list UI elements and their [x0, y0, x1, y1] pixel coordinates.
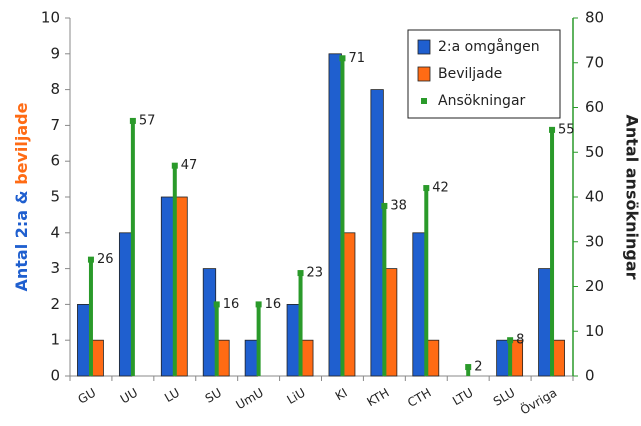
- stem-marker: [507, 337, 514, 344]
- data-label: 8: [516, 333, 524, 348]
- x-tick-label: CTH: [405, 386, 433, 410]
- y-tick-label: 9: [50, 44, 60, 62]
- data-label: 38: [390, 198, 407, 213]
- bar: [202, 268, 217, 377]
- stem-marker: [549, 126, 556, 133]
- stem-marker: [255, 301, 262, 308]
- y-tick-label: 3: [50, 259, 60, 277]
- legend-swatch: [421, 98, 427, 104]
- y2-tick-label: 20: [585, 277, 604, 295]
- y2-tick-label: 50: [585, 143, 604, 161]
- y-label-part: Antal 2:a &: [12, 190, 31, 291]
- y-tick-label: 1: [50, 331, 60, 349]
- stem-marker: [129, 117, 136, 124]
- data-label: 55: [558, 122, 575, 137]
- stem-marker: [297, 270, 304, 277]
- data-label: 71: [348, 51, 365, 66]
- legend-box: [407, 29, 561, 119]
- legend-label: Beviljade: [438, 66, 502, 82]
- y-tick-label: 0: [50, 367, 60, 385]
- data-label: 2: [474, 360, 482, 375]
- stem-marker: [423, 185, 430, 192]
- y-axis-label: Antal 2:a & beviljade: [12, 102, 31, 291]
- bar: [328, 53, 342, 377]
- y-label-part: beviljade: [12, 102, 31, 184]
- x-tick-label: SLU: [491, 386, 517, 409]
- bar: [496, 339, 510, 377]
- x-tick-label: UU: [118, 386, 140, 407]
- y2-tick-label: 40: [585, 188, 604, 206]
- bar: [286, 303, 300, 377]
- bar: [118, 232, 133, 377]
- x-tick-label: KI: [333, 386, 350, 404]
- legend-label: 2:a omgången: [438, 38, 540, 55]
- legend-swatch: [417, 66, 431, 82]
- stem-marker: [171, 162, 178, 169]
- legend-swatch: [417, 39, 431, 55]
- x-tick-label: KTH: [364, 386, 391, 410]
- stem-marker: [465, 364, 472, 371]
- x-tick-label: LU: [162, 386, 182, 406]
- y2-tick-label: 80: [585, 9, 604, 27]
- y-tick-label: 5: [50, 188, 60, 206]
- x-tick-label: LiU: [284, 386, 307, 408]
- x-tick-label: GU: [76, 386, 99, 407]
- y-tick-label: 8: [50, 80, 60, 98]
- data-label: 23: [307, 266, 324, 281]
- y2-tick-label: 30: [585, 232, 604, 250]
- data-label: 47: [181, 158, 198, 173]
- data-label: 57: [139, 113, 156, 128]
- y-tick-label: 4: [50, 223, 60, 241]
- legend-label: Ansökningar: [438, 93, 526, 109]
- y-tick-label: 7: [50, 116, 60, 134]
- y2-tick-label: 10: [585, 322, 604, 340]
- bar: [370, 89, 384, 377]
- y-tick-label: 2: [50, 295, 60, 313]
- y-tick-label: 10: [41, 9, 60, 27]
- x-tick-label: SU: [203, 386, 224, 406]
- bar: [412, 232, 426, 377]
- x-tick-label: LTU: [450, 386, 475, 409]
- bar: [244, 339, 259, 377]
- y-tick-label: 6: [50, 152, 60, 170]
- bar: [77, 303, 91, 377]
- data-label: 26: [97, 252, 114, 267]
- bar: [538, 268, 552, 377]
- y2-axis-label: Antal ansökningar: [623, 114, 641, 279]
- x-tick-label: UmU: [234, 386, 266, 413]
- stem-marker: [213, 301, 220, 308]
- y2-tick-label: 60: [585, 98, 604, 116]
- x-tick-label: Övriga: [517, 384, 559, 418]
- stem-marker: [87, 256, 94, 263]
- data-label: 42: [432, 181, 449, 196]
- data-label: 16: [223, 297, 240, 312]
- y2-tick-label: 0: [585, 367, 595, 385]
- data-label: 16: [265, 297, 282, 312]
- stem-marker: [339, 55, 346, 62]
- y2-tick-label: 70: [585, 53, 604, 71]
- bar: [160, 196, 175, 377]
- stem-marker: [381, 202, 388, 209]
